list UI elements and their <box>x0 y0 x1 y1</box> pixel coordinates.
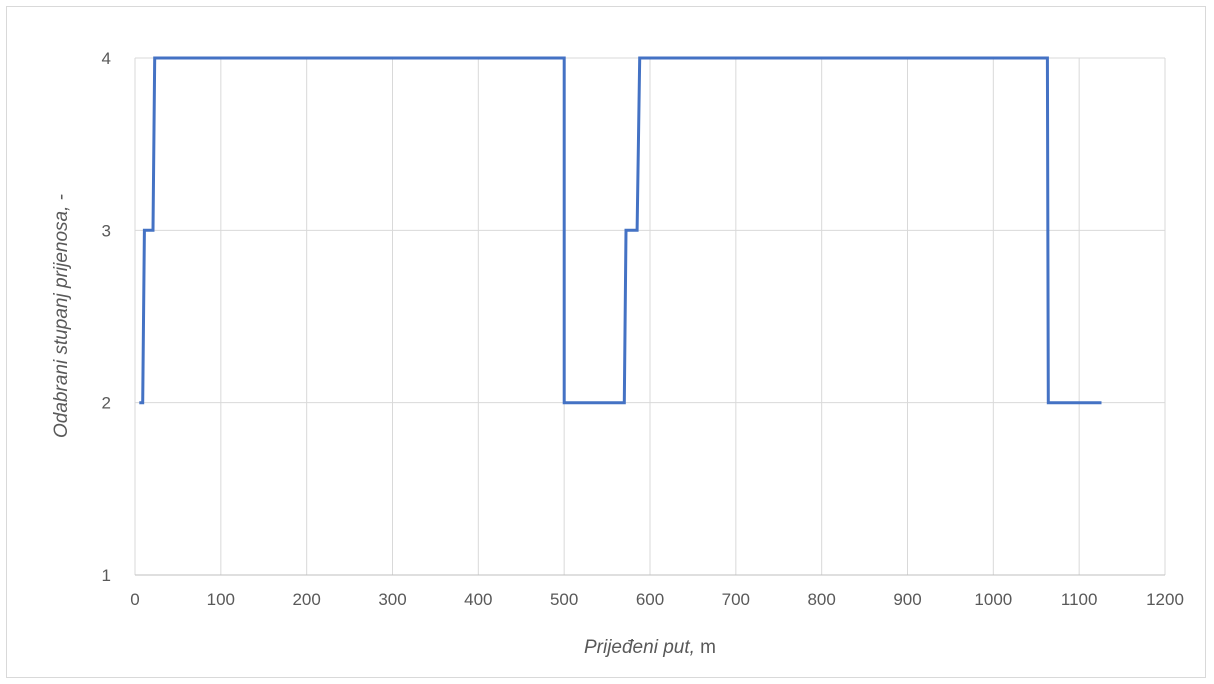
y-tick-label: 3 <box>102 221 111 240</box>
x-axis-title: Prijeđeni put, m <box>584 637 716 658</box>
series <box>139 56 1102 405</box>
y-tick-label: 4 <box>102 49 111 68</box>
x-tick-label: 1000 <box>974 590 1012 609</box>
x-axis-ticks: 0 100 200 300 400 500 600 700 800 900 1000 1100 1200 <box>130 590 1184 609</box>
y-tick-label: 2 <box>102 394 111 413</box>
series-line <box>139 56 1102 405</box>
x-tick-label: 400 <box>464 590 492 609</box>
x-tick-label: 700 <box>722 590 750 609</box>
x-tick-label: 200 <box>292 590 320 609</box>
y-tick-label: 1 <box>102 566 111 585</box>
x-tick-label: 0 <box>130 590 139 609</box>
x-tick-label: 600 <box>636 590 664 609</box>
x-tick-label: 1100 <box>1061 590 1098 609</box>
y-axis-title: Odabrani stupanj prijenosa, - <box>51 194 72 438</box>
x-axis-title-main: Prijeđeni put, <box>584 637 695 658</box>
chart-frame <box>6 6 1206 678</box>
y-axis-ticks: 1 2 3 4 <box>102 49 111 585</box>
x-tick-label: 1200 <box>1146 590 1184 609</box>
x-tick-label: 800 <box>807 590 835 609</box>
x-tick-label: 300 <box>378 590 406 609</box>
x-tick-label: 900 <box>893 590 921 609</box>
grid <box>134 57 1166 576</box>
x-tick-label: 500 <box>550 590 578 609</box>
x-tick-label: 100 <box>207 590 235 609</box>
x-axis-title-unit: m <box>695 637 716 658</box>
